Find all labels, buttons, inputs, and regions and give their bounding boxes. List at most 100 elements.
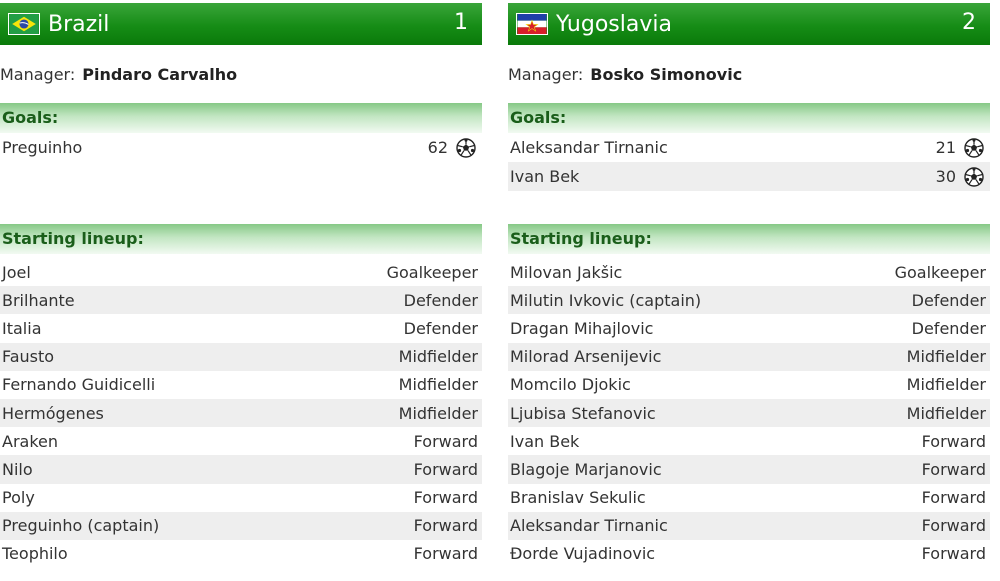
lineup-row: Aleksandar Tirnanic Forward <box>508 511 990 540</box>
player-name: Blagoje Marjanovic <box>510 459 662 479</box>
lineup-row: Ivan Bek Forward <box>508 427 990 455</box>
player-position: Forward <box>413 488 478 508</box>
player-name: Ljubisa Stefanovic <box>510 403 656 423</box>
goals-list: Aleksandar Tirnanic 21 Ivan Bek 30 <box>508 133 990 224</box>
lineup-row: Ljubisa Stefanovic Midfielder <box>508 398 990 428</box>
goals-list: Preguinho 62 <box>0 133 482 224</box>
player-position: Forward <box>413 431 478 451</box>
player-name: Italia <box>2 318 42 338</box>
manager-line: Manager: Bosko Simonovic <box>508 45 990 103</box>
brazil-flag-icon <box>8 13 40 35</box>
lineup-section: Starting lineup: Joel Goalkeeper Brilhante… <box>0 224 482 568</box>
lineup-row: Milovan Jakšic Goalkeeper <box>508 258 990 286</box>
lineup-row: Italia Defender <box>0 314 482 342</box>
lineup-row: Blagoje Marjanovic Forward <box>508 455 990 484</box>
lineup-row: Dragan Mihajlovic Defender <box>508 314 990 342</box>
team-score: 1 <box>454 10 468 35</box>
lineup-row: Nilo Forward <box>0 455 482 484</box>
lineup-row: Milutin Ivkovic (captain) Defender <box>508 286 990 315</box>
lineup-row: Preguinho (captain) Forward <box>0 511 482 540</box>
player-name: Branislav Sekulic <box>510 488 646 508</box>
lineup-heading: Starting lineup: <box>508 224 990 254</box>
lineup-row: Araken Forward <box>0 427 482 455</box>
player-position: Defender <box>403 318 478 338</box>
manager-line: Manager: Pindaro Carvalho <box>0 45 482 103</box>
player-name: Aleksandar Tirnanic <box>510 516 668 536</box>
lineup-row: Hermógenes Midfielder <box>0 398 482 428</box>
player-name: Brilhante <box>2 290 75 310</box>
team-panel-home: Brazil 1 Manager: Pindaro Carvalho Goals… <box>0 0 482 568</box>
player-position: Goalkeeper <box>894 262 986 282</box>
player-position: Forward <box>413 459 478 479</box>
player-name: Hermógenes <box>2 403 104 423</box>
manager-label: Manager: <box>0 64 76 84</box>
goal-info: 62 <box>427 137 476 158</box>
goal-row: Preguinho 62 <box>0 133 482 162</box>
player-position: Forward <box>921 544 986 564</box>
soccer-ball-icon <box>964 137 984 158</box>
lineup-row: Milorad Arsenijevic Midfielder <box>508 342 990 371</box>
lineup-section: Starting lineup: Milovan Jakšic Goalkeepe… <box>508 224 990 568</box>
lineup-row: Đorde Vujadinovic Forward <box>508 540 990 568</box>
manager-name: Bosko Simonovic <box>590 64 743 84</box>
lineup-row: Fausto Midfielder <box>0 342 482 371</box>
goal-scorer: Preguinho <box>2 138 83 157</box>
goal-minute: 21 <box>935 138 956 157</box>
player-name: Preguinho (captain) <box>2 516 160 536</box>
player-name: Araken <box>2 431 59 451</box>
player-position: Midfielder <box>398 375 478 395</box>
player-name: Teophilo <box>2 544 68 564</box>
team-name: Brazil <box>48 11 110 37</box>
team-header: Yugoslavia 2 <box>508 3 990 45</box>
lineup-row: Branislav Sekulic Forward <box>508 484 990 512</box>
player-position: Forward <box>413 516 478 536</box>
player-name: Fernando Guidicelli <box>2 375 156 395</box>
lineup-heading: Starting lineup: <box>0 224 482 254</box>
player-name: Milorad Arsenijevic <box>510 347 662 367</box>
team-header: Brazil 1 <box>0 3 482 45</box>
goal-scorer: Aleksandar Tirnanic <box>510 138 668 157</box>
player-position: Defender <box>403 290 478 310</box>
goal-minute: 30 <box>935 167 956 186</box>
team-name: Yugoslavia <box>556 11 672 37</box>
manager-label: Manager: <box>508 64 584 84</box>
player-name: Nilo <box>2 459 33 479</box>
player-position: Midfielder <box>906 403 986 423</box>
player-name: Dragan Mihajlovic <box>510 318 654 338</box>
player-name: Poly <box>2 488 35 508</box>
soccer-ball-icon <box>964 166 984 187</box>
player-name: Ivan Bek <box>510 431 580 451</box>
player-position: Defender <box>911 318 986 338</box>
goal-scorer: Ivan Bek <box>510 167 580 186</box>
lineup-row: Joel Goalkeeper <box>0 258 482 286</box>
player-name: Joel <box>2 262 31 282</box>
team-panel-away: Yugoslavia 2 Manager: Bosko Simonovic Go… <box>508 0 990 568</box>
player-name: Đorde Vujadinovic <box>510 544 656 564</box>
player-position: Midfielder <box>906 347 986 367</box>
player-position: Goalkeeper <box>386 262 478 282</box>
goals-heading: Goals: <box>508 103 990 133</box>
player-position: Midfielder <box>398 403 478 423</box>
player-name: Momcilo Djokic <box>510 375 631 395</box>
yugoslavia-flag-icon <box>516 13 548 35</box>
goal-row: Ivan Bek 30 <box>508 162 990 191</box>
player-position: Forward <box>921 488 986 508</box>
lineup-row: Brilhante Defender <box>0 286 482 315</box>
lineup-row: Fernando Guidicelli Midfielder <box>0 371 482 399</box>
player-name: Milutin Ivkovic (captain) <box>510 290 702 310</box>
player-name: Fausto <box>2 347 55 367</box>
goals-heading: Goals: <box>0 103 482 133</box>
player-position: Forward <box>921 431 986 451</box>
lineup-row: Teophilo Forward <box>0 540 482 568</box>
team-score: 2 <box>962 10 976 35</box>
goal-minute: 62 <box>427 138 448 157</box>
player-name: Milovan Jakšic <box>510 262 623 282</box>
player-position: Defender <box>911 290 986 310</box>
lineup-row: Momcilo Djokic Midfielder <box>508 371 990 399</box>
manager-name: Pindaro Carvalho <box>82 64 238 84</box>
lineup-row: Poly Forward <box>0 484 482 512</box>
player-position: Forward <box>413 544 478 564</box>
player-position: Forward <box>921 516 986 536</box>
player-position: Midfielder <box>398 347 478 367</box>
player-position: Midfielder <box>906 375 986 395</box>
